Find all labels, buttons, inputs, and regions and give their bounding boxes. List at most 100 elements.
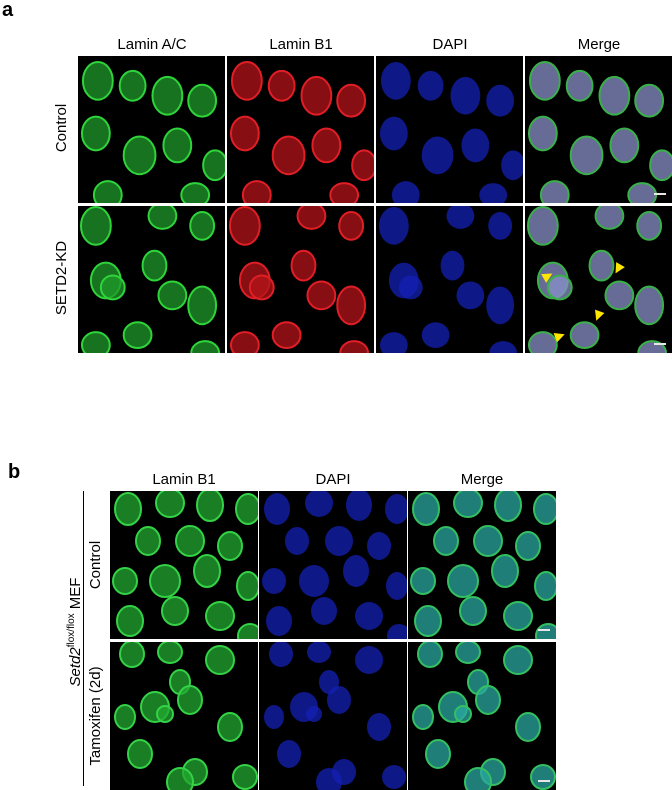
tile-b-control-lamin-b1	[110, 491, 258, 639]
nucleus	[262, 568, 286, 594]
nucleus	[80, 331, 111, 353]
group-label-setd2-mef: Setd2flox/flox MEF	[64, 578, 84, 687]
nucleus	[299, 565, 329, 597]
nucleus	[486, 84, 515, 117]
nucleus	[122, 135, 157, 176]
nucleus	[379, 332, 408, 353]
nucleus	[266, 606, 292, 636]
nucleus	[99, 274, 126, 301]
nucleus	[79, 206, 112, 246]
nucleus	[412, 492, 440, 526]
nucleus	[232, 764, 258, 790]
nucleus	[491, 554, 519, 588]
nucleus	[378, 206, 409, 245]
nucleus	[127, 739, 153, 769]
nucleus	[205, 645, 235, 675]
nucleus	[187, 83, 218, 118]
tile-b-tamoxifen-lamin-b1	[110, 642, 258, 790]
nucleus	[228, 206, 261, 246]
nucleus	[382, 765, 406, 789]
nucleus	[380, 61, 411, 100]
nucleus	[336, 285, 367, 326]
nucleus	[526, 206, 559, 246]
nucleus	[264, 705, 284, 729]
nucleus	[355, 602, 383, 630]
nucleus	[338, 210, 365, 241]
scale-bar	[654, 343, 666, 345]
nucleus	[205, 601, 235, 631]
nucleus	[325, 526, 353, 556]
group-bracket-line	[83, 491, 84, 786]
nucleus	[453, 491, 483, 518]
nucleus	[565, 69, 594, 102]
nucleus	[277, 740, 301, 768]
nucleus	[290, 249, 317, 282]
nucleus	[189, 210, 216, 241]
nucleus	[569, 135, 604, 176]
row-label-b-control: Control	[87, 540, 104, 590]
nucleus	[343, 555, 369, 587]
nucleus	[464, 767, 492, 790]
nucleus	[116, 605, 144, 637]
tile-b-control-dapi	[259, 491, 407, 639]
nucleus	[229, 331, 260, 353]
col-label-lamin-ac: Lamin A/C	[117, 36, 187, 53]
nucleus	[367, 532, 391, 560]
nucleus	[151, 75, 184, 116]
group-label-suffix: MEF	[67, 577, 84, 614]
nucleus	[440, 250, 465, 281]
tile-a-control-dapi	[376, 56, 523, 203]
nucleus	[515, 712, 541, 742]
nucleus	[307, 642, 331, 663]
col-label-dapi: DAPI	[432, 36, 468, 53]
nucleus	[235, 493, 258, 525]
nucleus	[421, 136, 454, 175]
nucleus	[649, 149, 672, 182]
nucleus	[527, 331, 558, 353]
nucleus	[634, 285, 665, 326]
scale-bar	[538, 780, 550, 782]
tile-a-control-merge	[525, 56, 672, 203]
nucleus	[230, 60, 263, 101]
nucleus	[433, 526, 459, 556]
nucleus	[391, 181, 420, 203]
nucleus	[166, 767, 194, 790]
tile-b-tamoxifen-dapi	[259, 642, 407, 790]
nucleus	[202, 149, 225, 182]
nucleus	[236, 571, 258, 601]
tile-b-tamoxifen-merge	[408, 642, 556, 790]
tile-a-setd2-kd-merge	[525, 206, 672, 353]
nucleus	[316, 768, 342, 790]
group-label-gene: Setd2	[67, 647, 84, 687]
nucleus	[414, 605, 442, 637]
nucleus	[141, 249, 168, 282]
nucleus	[454, 705, 472, 723]
nucleus	[503, 645, 533, 675]
nucleus	[461, 128, 490, 163]
nucleus	[379, 116, 408, 151]
nucleus	[634, 83, 665, 118]
nucleus	[479, 183, 508, 203]
nucleus	[385, 494, 407, 524]
nucleus	[387, 624, 407, 639]
row-label-control: Control	[53, 103, 70, 153]
nucleus	[147, 206, 178, 230]
nucleus	[386, 572, 407, 600]
panel-a-letter: a	[2, 0, 14, 21]
nucleus	[604, 280, 635, 311]
nucleus	[459, 596, 487, 626]
nucleus	[528, 60, 561, 101]
nucleus	[447, 564, 479, 598]
nucleus	[300, 75, 333, 116]
nucleus	[112, 567, 138, 595]
nucleus	[515, 531, 541, 561]
nucleus	[177, 685, 203, 715]
col-label-merge: Merge	[577, 36, 621, 53]
nucleus	[193, 554, 221, 588]
col-label-lamin-b1: Lamin B1	[269, 36, 333, 53]
nucleus	[486, 286, 515, 325]
nucleus	[118, 69, 147, 102]
nucleus	[157, 280, 188, 311]
nucleus	[155, 491, 185, 518]
nucleus	[271, 135, 306, 176]
